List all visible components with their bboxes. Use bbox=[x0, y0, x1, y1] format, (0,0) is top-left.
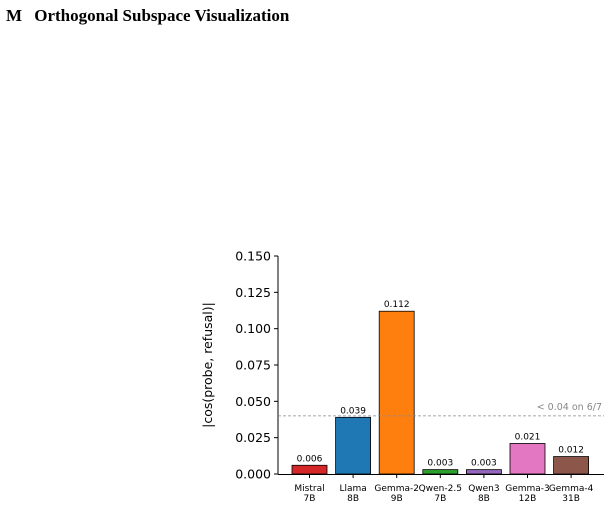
bar-value-label: 0.003 bbox=[427, 459, 453, 469]
section-heading: M Orthogonal Subspace Visualization bbox=[6, 6, 289, 26]
x-tick-label: 8B bbox=[347, 494, 359, 504]
section-title: Orthogonal Subspace Visualization bbox=[34, 6, 290, 25]
x-tick-label: Llama bbox=[339, 484, 366, 494]
section-number: M bbox=[6, 6, 23, 25]
x-tick-label: 8B bbox=[478, 494, 490, 504]
y-tick-label: 0.125 bbox=[235, 285, 271, 300]
x-tick-label: Gemma-2 bbox=[374, 484, 419, 494]
bar-value-label: 0.021 bbox=[515, 432, 541, 442]
y-tick-label: 0.075 bbox=[235, 358, 271, 373]
bar bbox=[465, 469, 502, 475]
x-tick-label: Gemma-3 bbox=[505, 484, 550, 494]
bar-value-label: 0.003 bbox=[471, 459, 497, 469]
threshold-label: < 0.04 on 6/7 bbox=[537, 402, 602, 413]
x-tick-label: 7B bbox=[304, 494, 316, 504]
x-tick-label: Mistral bbox=[294, 484, 324, 494]
x-tick-label: Qwen3 bbox=[468, 484, 499, 494]
x-tick-label: Gemma-4 bbox=[549, 484, 594, 494]
bar-value-label: 0.039 bbox=[340, 406, 366, 416]
y-tick-label: 0.025 bbox=[235, 430, 271, 445]
x-tick-label: 9B bbox=[391, 494, 403, 504]
y-tick-label: 0.100 bbox=[235, 321, 271, 336]
y-tick-label: 0.150 bbox=[235, 249, 271, 264]
bar bbox=[509, 443, 546, 475]
bar-value-label: 0.012 bbox=[558, 446, 584, 456]
x-tick-label: Qwen-2.5 bbox=[419, 484, 462, 494]
bar-value-label: 0.112 bbox=[384, 300, 410, 310]
y-axis-label: |cos(probe, refusal)| bbox=[200, 302, 215, 428]
bar bbox=[378, 310, 415, 475]
bar bbox=[553, 456, 589, 475]
x-tick-label: 31B bbox=[562, 494, 580, 504]
y-tick-label: 0.000 bbox=[235, 467, 271, 482]
bar bbox=[335, 416, 372, 475]
x-tick-label: 7B bbox=[434, 494, 446, 504]
y-tick-label: 0.050 bbox=[235, 394, 271, 409]
bar-value-label: 0.006 bbox=[297, 454, 323, 464]
bar bbox=[291, 464, 328, 475]
bar bbox=[422, 469, 459, 475]
x-tick-label: 12B bbox=[519, 494, 537, 504]
